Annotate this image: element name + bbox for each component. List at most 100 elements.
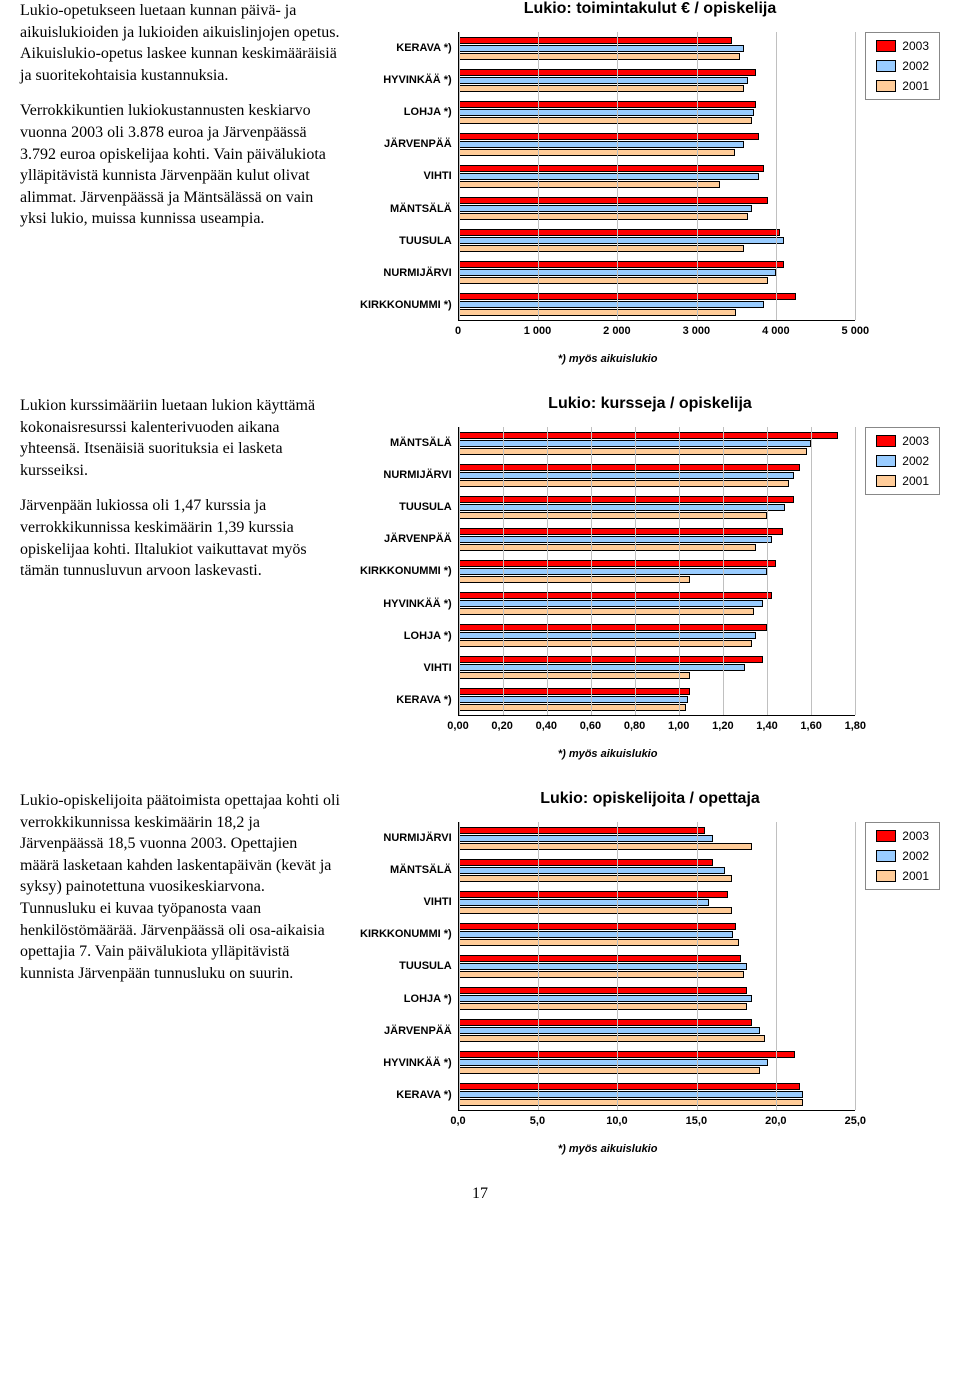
bar-group xyxy=(459,192,856,224)
legend-label-2002: 2002 xyxy=(902,59,929,73)
bar-2002 xyxy=(459,77,749,84)
bar-2001 xyxy=(459,843,753,850)
xaxis-tick: 0,0 xyxy=(450,1115,465,1127)
bar-2003 xyxy=(459,827,705,834)
bar-2002 xyxy=(459,301,764,308)
xaxis-tick: 1 000 xyxy=(524,325,552,337)
category-label: VIHTI xyxy=(360,654,452,682)
bar-group xyxy=(459,854,856,886)
bar-2001 xyxy=(459,640,752,647)
xaxis-tick: 3 000 xyxy=(683,325,711,337)
bar-group xyxy=(459,822,856,854)
bar-group xyxy=(459,918,856,950)
chart2-title: Lukio: kursseja / opiskelija xyxy=(360,395,940,413)
chart1: Lukio: toimintakulut € / opiskelija KERA… xyxy=(360,0,940,365)
category-label: TUUSULA xyxy=(360,952,452,980)
bar-2002 xyxy=(459,899,710,906)
bar-group xyxy=(459,224,856,256)
category-label: MÄNTSÄLÄ xyxy=(360,195,452,223)
bar-2002 xyxy=(459,835,713,842)
category-label: MÄNTSÄLÄ xyxy=(360,429,452,457)
legend-2003: 2003 xyxy=(876,434,929,448)
category-label: TUUSULA xyxy=(360,493,452,521)
bar-2001 xyxy=(459,608,754,615)
category-label: LOHJA *) xyxy=(360,622,452,650)
chart3-text: Lukio-opiskelijoita päätoimista opettaja… xyxy=(20,790,360,998)
chart3-footnote: *) myös aikuislukio xyxy=(360,1143,855,1155)
chart2-xaxis: 0,000,200,400,600,801,001,201,401,601,80 xyxy=(458,720,855,736)
category-label: NURMIJÄRVI xyxy=(360,824,452,852)
bar-2002 xyxy=(459,141,745,148)
bar-2002 xyxy=(459,1059,768,1066)
bar-2002 xyxy=(459,963,748,970)
bar-group xyxy=(459,1046,856,1078)
bar-2001 xyxy=(459,544,756,551)
category-label: HYVINKÄÄ *) xyxy=(360,1049,452,1077)
bar-2001 xyxy=(459,939,740,946)
bar-2003 xyxy=(459,656,763,663)
xaxis-tick: 0,80 xyxy=(624,720,645,732)
bar-2002 xyxy=(459,632,756,639)
chart1-ylabels: KERAVA *)HYVINKÄÄ *)LOHJA *)JÄRVENPÄÄVIH… xyxy=(360,32,458,321)
bar-2001 xyxy=(459,576,690,583)
category-label: JÄRVENPÄÄ xyxy=(360,130,452,158)
bar-group xyxy=(459,1078,856,1110)
bar-2003 xyxy=(459,165,764,172)
bar-2003 xyxy=(459,859,713,866)
chart2-text: Lukion kurssimääriin luetaan lukion käyt… xyxy=(20,395,360,596)
category-label: LOHJA *) xyxy=(360,985,452,1013)
xaxis-tick: 5 000 xyxy=(842,325,870,337)
chart2-legend: 2003 2002 2001 xyxy=(865,427,940,495)
category-label: KERAVA *) xyxy=(360,686,452,714)
bar-2001 xyxy=(459,245,745,252)
bar-group xyxy=(459,950,856,982)
bar-2001 xyxy=(459,149,735,156)
category-label: JÄRVENPÄÄ xyxy=(360,1017,452,1045)
xaxis-tick: 1,20 xyxy=(712,720,733,732)
bar-group xyxy=(459,128,856,160)
bar-group xyxy=(459,587,856,619)
chart3: Lukio: opiskelijoita / opettaja NURMIJÄR… xyxy=(360,790,940,1155)
bar-group xyxy=(459,619,856,651)
chart3-para1: Lukio-opiskelijoita päätoimista opettaja… xyxy=(20,790,340,984)
bar-2001 xyxy=(459,1099,803,1106)
chart2-para1: Lukion kurssimääriin luetaan lukion käyt… xyxy=(20,395,340,481)
bar-2001 xyxy=(459,1067,760,1074)
bar-2003 xyxy=(459,1051,795,1058)
legend-2003: 2003 xyxy=(876,829,929,843)
bar-2002 xyxy=(459,237,784,244)
chart3-ylabels: NURMIJÄRVIMÄNTSÄLÄVIHTIKIRKKONUMMI *)TUU… xyxy=(360,822,458,1111)
xaxis-tick: 1,80 xyxy=(845,720,866,732)
legend-label-2003: 2003 xyxy=(902,434,929,448)
bar-2003 xyxy=(459,592,772,599)
category-label: KERAVA *) xyxy=(360,34,452,62)
chart1-text: Lukio-opetukseen luetaan kunnan päivä- j… xyxy=(20,0,360,244)
chart1-footnote: *) myös aikuislukio xyxy=(360,353,855,365)
bar-group xyxy=(459,288,856,320)
chart1-xaxis: 01 0002 0003 0004 0005 000 xyxy=(458,325,855,341)
bar-2003 xyxy=(459,229,780,236)
bar-group xyxy=(459,256,856,288)
bar-2002 xyxy=(459,696,688,703)
bar-2002 xyxy=(459,931,733,938)
bar-2001 xyxy=(459,480,790,487)
bar-2001 xyxy=(459,181,721,188)
section-chart2: Lukion kurssimääriin luetaan lukion käyt… xyxy=(20,395,940,760)
bar-2001 xyxy=(459,309,737,316)
category-label: KERAVA *) xyxy=(360,1081,452,1109)
bar-2003 xyxy=(459,891,729,898)
bar-group xyxy=(459,523,856,555)
bar-2003 xyxy=(459,1019,753,1026)
xaxis-tick: 0 xyxy=(455,325,461,337)
bar-2001 xyxy=(459,213,749,220)
xaxis-tick: 10,0 xyxy=(606,1115,627,1127)
bar-2003 xyxy=(459,432,838,439)
xaxis-tick: 5,0 xyxy=(530,1115,545,1127)
section-chart3: Lukio-opiskelijoita päätoimista opettaja… xyxy=(20,790,940,1155)
bar-2003 xyxy=(459,528,783,535)
category-label: JÄRVENPÄÄ xyxy=(360,525,452,553)
chart2-bars xyxy=(458,427,856,716)
category-label: HYVINKÄÄ *) xyxy=(360,66,452,94)
bar-2001 xyxy=(459,1003,748,1010)
bar-2001 xyxy=(459,971,745,978)
